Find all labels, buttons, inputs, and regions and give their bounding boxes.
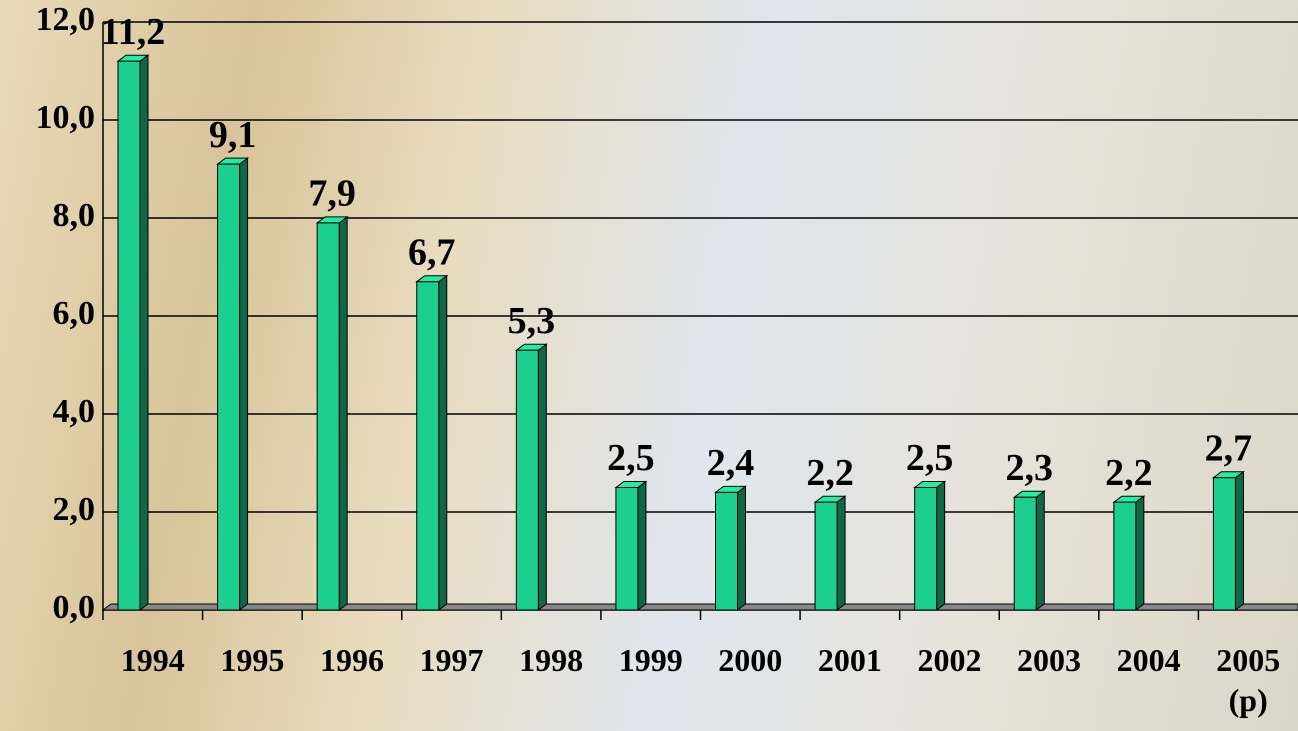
x-tick-label: 2001 [800,640,900,680]
bar [417,276,447,610]
bar-side [638,482,646,611]
bar-side [1036,491,1044,610]
y-tick-label: 6,0 [53,295,96,332]
bar-front [516,350,538,610]
value-label: 2,5 [906,437,954,479]
value-label: 2,5 [607,437,655,479]
bar [915,482,945,611]
bar-side [439,276,447,610]
bar-side [1136,496,1144,610]
y-tick-label: 8,0 [53,197,96,234]
bar-front [417,282,439,610]
x-tick-label: 2003 [999,640,1099,680]
y-tick-label: 4,0 [53,393,96,430]
bar-front [815,502,837,610]
value-label: 2,3 [1006,447,1054,489]
chart: 0,0 2,0 4,0 6,0 8,0 10,0 12,011,2 9,1 7,9 6,7 5,3 2… [0,0,1298,731]
y-tick-label: 10,0 [36,99,96,136]
bar [516,344,546,610]
x-tick-label: 1999 [601,640,701,680]
bar-front [317,223,339,610]
value-label: 2,7 [1205,427,1253,469]
bar [1114,496,1144,610]
bar [1213,472,1243,610]
bar [716,486,746,610]
bar-side [140,55,148,610]
bar-front [716,492,738,610]
x-tick-label: 2002 [899,640,999,680]
y-tick-label: 12,0 [36,1,96,38]
value-label: 7,9 [308,173,356,215]
x-tick-label: 1994 [103,640,203,680]
y-tick-label: 0,0 [53,589,96,626]
bar [317,217,347,610]
value-label: 2,2 [1105,452,1153,494]
bar [218,158,248,610]
plot: 0,0 2,0 4,0 6,0 8,0 10,0 12,011,2 9,1 7,9 6,7 5,3 2… [0,0,1298,731]
x-tick-label: 2000 [700,640,800,680]
x-tick-label: 1995 [202,640,302,680]
bar [815,496,845,610]
y-tick-label: 2,0 [53,491,96,528]
bar-front [1114,502,1136,610]
value-label: 9,1 [209,114,257,156]
bar-side [538,344,546,610]
value-label: 2,2 [806,452,854,494]
bar-front [218,164,240,610]
x-tick-label: 1996 [302,640,402,680]
value-label: 2,4 [707,442,755,484]
bar-side [339,217,347,610]
x-tick-label: 2004 [1099,640,1199,680]
bar [616,482,646,611]
value-label: 6,7 [408,231,456,273]
bar-front [616,488,638,611]
bar-side [738,486,746,610]
bar-front [118,61,140,610]
bar-front [1014,497,1036,610]
bar-side [1235,472,1243,610]
bar-side [837,496,845,610]
value-label: 11,2 [101,11,165,53]
bar-side [937,482,945,611]
bar [118,55,148,610]
bar-front [1213,478,1235,610]
x-tick-label: 1997 [402,640,502,680]
x-tick-label: 1998 [501,640,601,680]
value-label: 5,3 [508,300,556,342]
x-tick-label: 2005 (p) [1198,640,1298,720]
bar [1014,491,1044,610]
bar-front [915,488,937,611]
bar-side [240,158,248,610]
